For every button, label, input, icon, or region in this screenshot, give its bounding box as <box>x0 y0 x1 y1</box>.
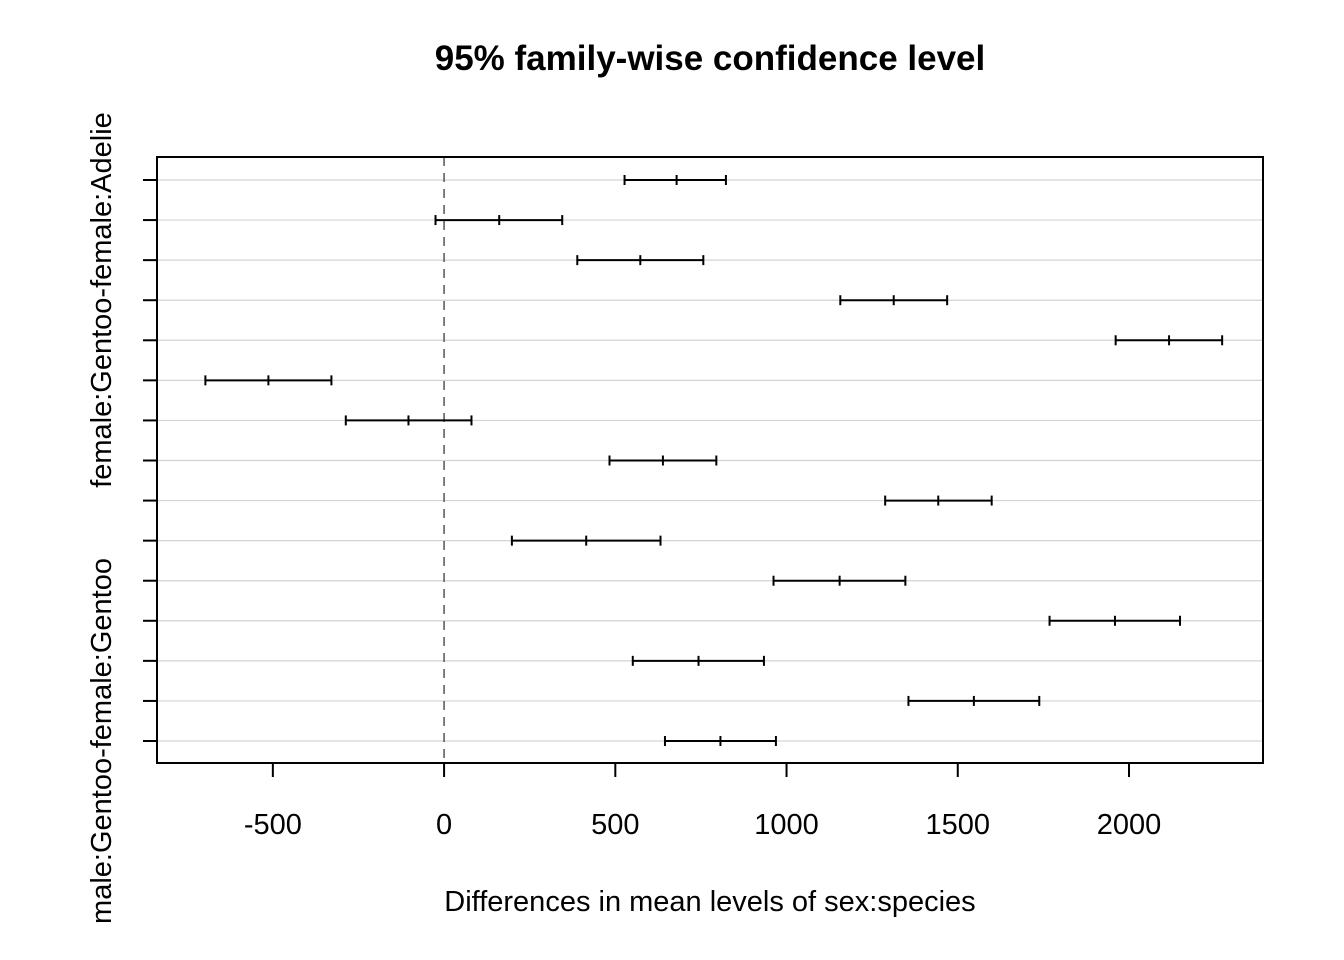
x-axis: -500 0 500 1000 1500 2000 <box>244 763 1161 841</box>
interval-3 <box>576 255 705 266</box>
x-tick-label: 2000 <box>1097 809 1162 841</box>
x-tick-label: -500 <box>244 809 302 841</box>
interval-14 <box>907 695 1041 706</box>
interval-7 <box>344 415 473 426</box>
x-tick-label: 0 <box>436 809 452 841</box>
chart-title: 95% family-wise confidence level <box>435 39 986 78</box>
x-tick-label: 1000 <box>754 809 819 841</box>
y-tick-label: female:Gentoo-female:Adelie <box>86 112 118 488</box>
x-tick-label: 500 <box>591 809 639 841</box>
interval-5 <box>1114 335 1224 346</box>
interval-4 <box>839 295 949 306</box>
x-tick-label: 1500 <box>926 809 991 841</box>
x-axis-label: Differences in mean levels of sex:specie… <box>444 886 975 918</box>
interval-12 <box>1048 615 1182 626</box>
interval-13 <box>631 655 765 666</box>
interval-15 <box>663 736 777 746</box>
interval-10 <box>510 535 662 546</box>
interval-6 <box>204 375 333 386</box>
interval-1 <box>623 175 727 185</box>
interval-11 <box>772 575 907 586</box>
y-axis: female:Gentoo-female:Adelie male:Gentoo-f… <box>86 112 157 924</box>
interval-2 <box>434 215 564 226</box>
interval-8 <box>608 455 718 466</box>
confidence-intervals <box>204 175 1224 746</box>
interval-9 <box>884 495 993 506</box>
y-tick-label: male:Gentoo-female:Gentoo <box>86 558 118 924</box>
